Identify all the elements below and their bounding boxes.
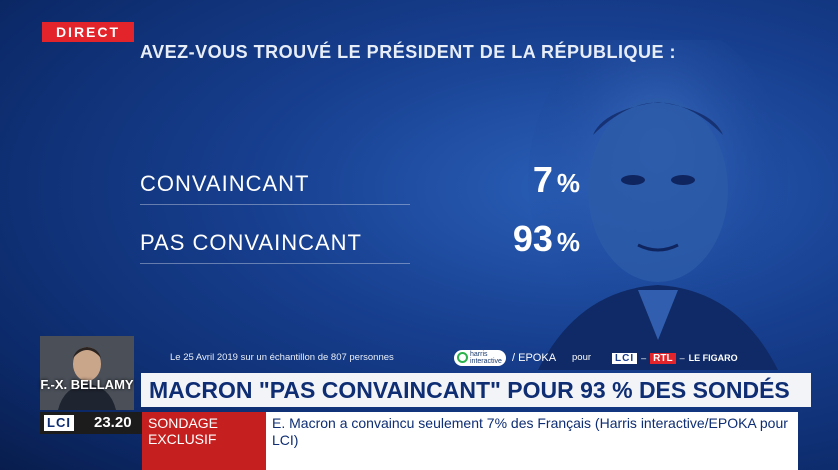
- rtl-logo: RTL: [650, 352, 676, 364]
- poll-result-label: PAS CONVAINCANT: [140, 230, 362, 255]
- epoka-logo: / EPOKA: [512, 352, 556, 364]
- president-portrait: [528, 40, 788, 370]
- guest-portrait-icon: [40, 336, 134, 410]
- poll-result-row: PAS CONVAINCANT 93%: [140, 218, 590, 264]
- harris-circle-icon: [457, 352, 468, 363]
- logo-dash-icon: –: [679, 353, 685, 363]
- divider: [140, 263, 410, 264]
- live-badge: DIRECT: [42, 22, 134, 42]
- guest-name: F.-X. BELLAMY: [40, 377, 134, 392]
- poll-source-text: Le 25 Avril 2019 sur un échantillon de 8…: [170, 352, 394, 363]
- epoka-logo-text: EPOKA: [518, 352, 557, 364]
- media-logos: LCI – RTL – LE FIGARO: [612, 351, 738, 365]
- le-figaro-logo: LE FIGARO: [688, 353, 738, 363]
- broadcast-clock: 23.20: [94, 414, 132, 431]
- poll-result-unit: %: [556, 168, 580, 198]
- harris-logo-text: harris interactive: [470, 351, 502, 365]
- source-pour-text: pour: [572, 352, 592, 363]
- logo-dash-icon: –: [641, 353, 647, 363]
- lci-channel-logo: LCI: [44, 415, 74, 431]
- lci-small-logo: LCI: [612, 352, 638, 364]
- guest-thumbnail: [40, 336, 134, 410]
- poll-result-row: CONVAINCANT 7%: [140, 159, 590, 205]
- divider: [140, 204, 410, 205]
- poll-result-number: 7: [532, 159, 553, 200]
- ticker-category: SONDAGE EXCLUSIF: [142, 412, 266, 470]
- channel-bar: LCI 23.20: [40, 412, 142, 434]
- poll-result-value: 93%: [513, 218, 580, 260]
- logo-separator: /: [512, 352, 516, 364]
- poll-question: AVEZ-VOUS TROUVÉ LE PRÉSIDENT DE LA RÉPU…: [140, 42, 677, 62]
- ticker-text: E. Macron a convaincu seulement 7% des F…: [266, 412, 798, 470]
- poll-result-label: CONVAINCANT: [140, 171, 310, 196]
- poll-result-unit: %: [556, 227, 580, 257]
- harris-interactive-logo: harris interactive: [454, 350, 506, 366]
- poll-result-number: 93: [512, 218, 553, 259]
- poll-result-value: 7%: [533, 159, 580, 201]
- headline-banner: MACRON "PAS CONVAINCANT" POUR 93 % DES S…: [141, 373, 811, 407]
